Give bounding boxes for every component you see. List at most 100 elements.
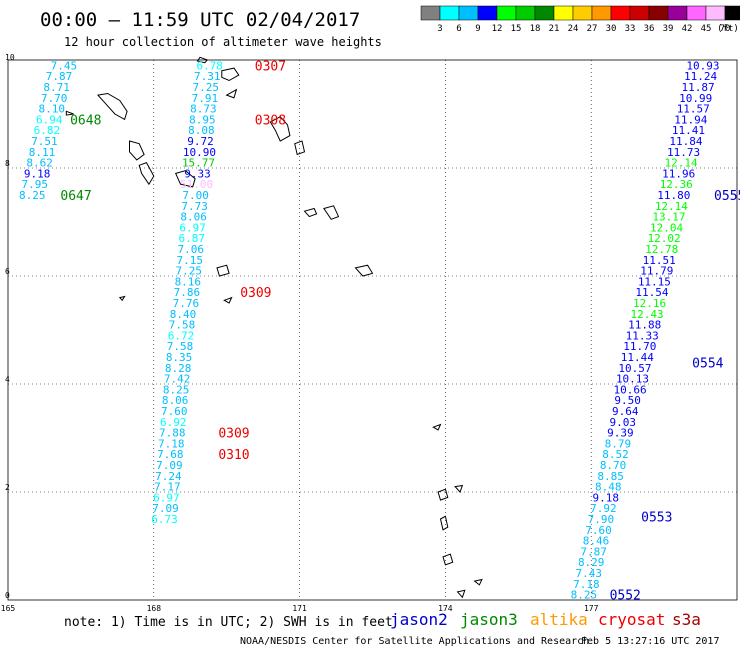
wave-height-value: 6.82: [34, 124, 61, 137]
wave-height-value: 10.93: [686, 59, 719, 72]
wave-height-value: 6.97: [153, 491, 180, 504]
wave-height-value: 12.78: [645, 243, 678, 256]
wave-height-value: 10.13: [616, 373, 649, 386]
x-tick-label: 165: [1, 604, 16, 613]
wave-height-value: 51.00: [180, 178, 213, 191]
island-outline: [118, 295, 126, 302]
footer-note: note: 1) Time is in UTC; 2) SWH is in fe…: [64, 615, 393, 630]
wave-height-value: 9.18: [24, 167, 51, 180]
wave-height-value: 6.73: [151, 513, 178, 526]
x-tick-label: 171: [292, 604, 307, 613]
legend-bin-label: 42: [682, 24, 693, 34]
island-outline: [303, 207, 318, 218]
wave-height-value: 6.92: [160, 416, 187, 429]
wave-height-value: 7.24: [155, 470, 182, 483]
wave-height-value: 7.43: [576, 567, 603, 580]
pass-time-label: 0552: [610, 589, 641, 604]
wave-height-value: 8.48: [595, 481, 622, 494]
satellite-label-jason2: jason2: [390, 610, 448, 629]
legend-swatch: [458, 5, 479, 21]
wave-height-value: 12.36: [660, 178, 693, 191]
wave-height-value: 7.42: [164, 373, 191, 386]
wave-height-value: 8.71: [43, 81, 70, 94]
wave-height-value: 6.87: [178, 232, 205, 245]
page-subtitle: 12 hour collection of altimeter wave hei…: [64, 35, 382, 49]
wave-height-value: 7.25: [193, 81, 220, 94]
wave-height-labels: 7.457.878.717.708.106.946.827.518.118.62…: [19, 59, 719, 601]
wave-height-value: 12.16: [633, 297, 666, 310]
pass-time-label: 0647: [60, 189, 91, 204]
pass-time-label: 0309: [240, 286, 271, 301]
wave-height-value: 7.60: [161, 405, 188, 418]
wave-height-value: 12.02: [648, 232, 681, 245]
wave-height-value: 7.25: [176, 265, 203, 278]
wave-height-value: 7.51: [31, 135, 58, 148]
plot-frame: [7, 59, 738, 601]
legend-bin-label: 3: [437, 24, 442, 34]
wave-height-value: 8.46: [583, 535, 610, 548]
wave-height-value: 7.68: [157, 448, 184, 461]
legend-bin-label: 12: [492, 24, 503, 34]
color-scale-legend: 3 6 9 12 15 18 21 24 27 30 33 36 39 42 45 70(ft): [420, 5, 740, 34]
wave-height-value: 8.70: [600, 459, 627, 472]
wave-height-value: 8.08: [188, 124, 215, 137]
footer-credit: NOAA/NESDIS Center for Satellite Applica…: [240, 636, 589, 647]
wave-height-value: 8.35: [166, 351, 193, 364]
wave-height-value: 12.14: [655, 200, 688, 213]
wave-height-value: 9.64: [612, 405, 639, 418]
satellite-label-jason3: jason3: [460, 610, 518, 629]
wave-height-value: 11.70: [623, 340, 656, 353]
wave-height-value: 7.18: [573, 578, 600, 591]
wave-height-value: 9.18: [593, 491, 620, 504]
wave-height-value: 10.90: [183, 146, 216, 159]
island-outline: [129, 140, 145, 161]
island-outline: [216, 264, 230, 277]
island-outline: [96, 92, 128, 121]
wave-height-value: 7.09: [156, 459, 183, 472]
wave-height-value: 7.86: [174, 286, 201, 299]
legend-bin-label: 70: [720, 24, 731, 34]
wave-height-value: 11.15: [638, 275, 671, 288]
legend-bin-label: 33: [625, 24, 636, 34]
island-outline: [442, 553, 454, 566]
wave-height-value: 11.73: [667, 146, 700, 159]
island-outline: [437, 488, 449, 501]
wave-height-value: 7.09: [152, 502, 179, 515]
legend-swatch: [610, 5, 631, 21]
wave-height-value: 7.95: [21, 178, 48, 191]
wave-height-value: 8.16: [175, 275, 202, 288]
satellite-label-s3a: s3a: [672, 610, 701, 629]
wave-height-value: 15.77: [182, 157, 215, 170]
wave-height-value: 8.10: [38, 103, 65, 116]
wave-height-value: 6.97: [179, 221, 206, 234]
wave-height-value: 7.91: [192, 92, 219, 105]
wave-height-value: 7.92: [590, 502, 617, 515]
wave-height-value: 8.25: [163, 383, 190, 396]
pass-time-labels: 0307 0308 0648 0647 0555 0309 0554 0309 0310 0553…: [60, 59, 740, 603]
wave-height-value: 7.60: [585, 524, 612, 537]
wave-height-value: 11.54: [635, 286, 668, 299]
y-tick-label: 8: [5, 159, 10, 168]
legend-swatch: [534, 5, 555, 21]
wave-height-value: 10.66: [614, 383, 647, 396]
island-outline: [223, 296, 233, 304]
wave-height-value: 7.06: [177, 243, 204, 256]
pass-time-label: 0309: [218, 427, 249, 442]
island-outline: [221, 67, 240, 82]
island-outline: [473, 578, 483, 586]
legend-swatch: [553, 5, 574, 21]
wave-height-value: 7.58: [169, 319, 196, 332]
wave-height-value: 7.70: [41, 92, 68, 105]
wave-height-value: 8.52: [602, 448, 629, 461]
wave-height-value: 7.87: [46, 70, 73, 83]
legend-swatch: [667, 5, 688, 21]
wave-height-value: 11.94: [674, 113, 707, 126]
satellite-legend: jason2 jason3 altika cryosat s3a: [390, 610, 701, 629]
wave-height-value: 12.43: [631, 308, 664, 321]
legend-swatch: [648, 5, 669, 21]
wave-height-value: 11.87: [682, 81, 715, 94]
wave-height-value: 7.76: [173, 297, 200, 310]
legend-swatch: [686, 5, 707, 21]
pass-time-label: 0555: [714, 189, 740, 204]
island-outline: [456, 589, 466, 599]
